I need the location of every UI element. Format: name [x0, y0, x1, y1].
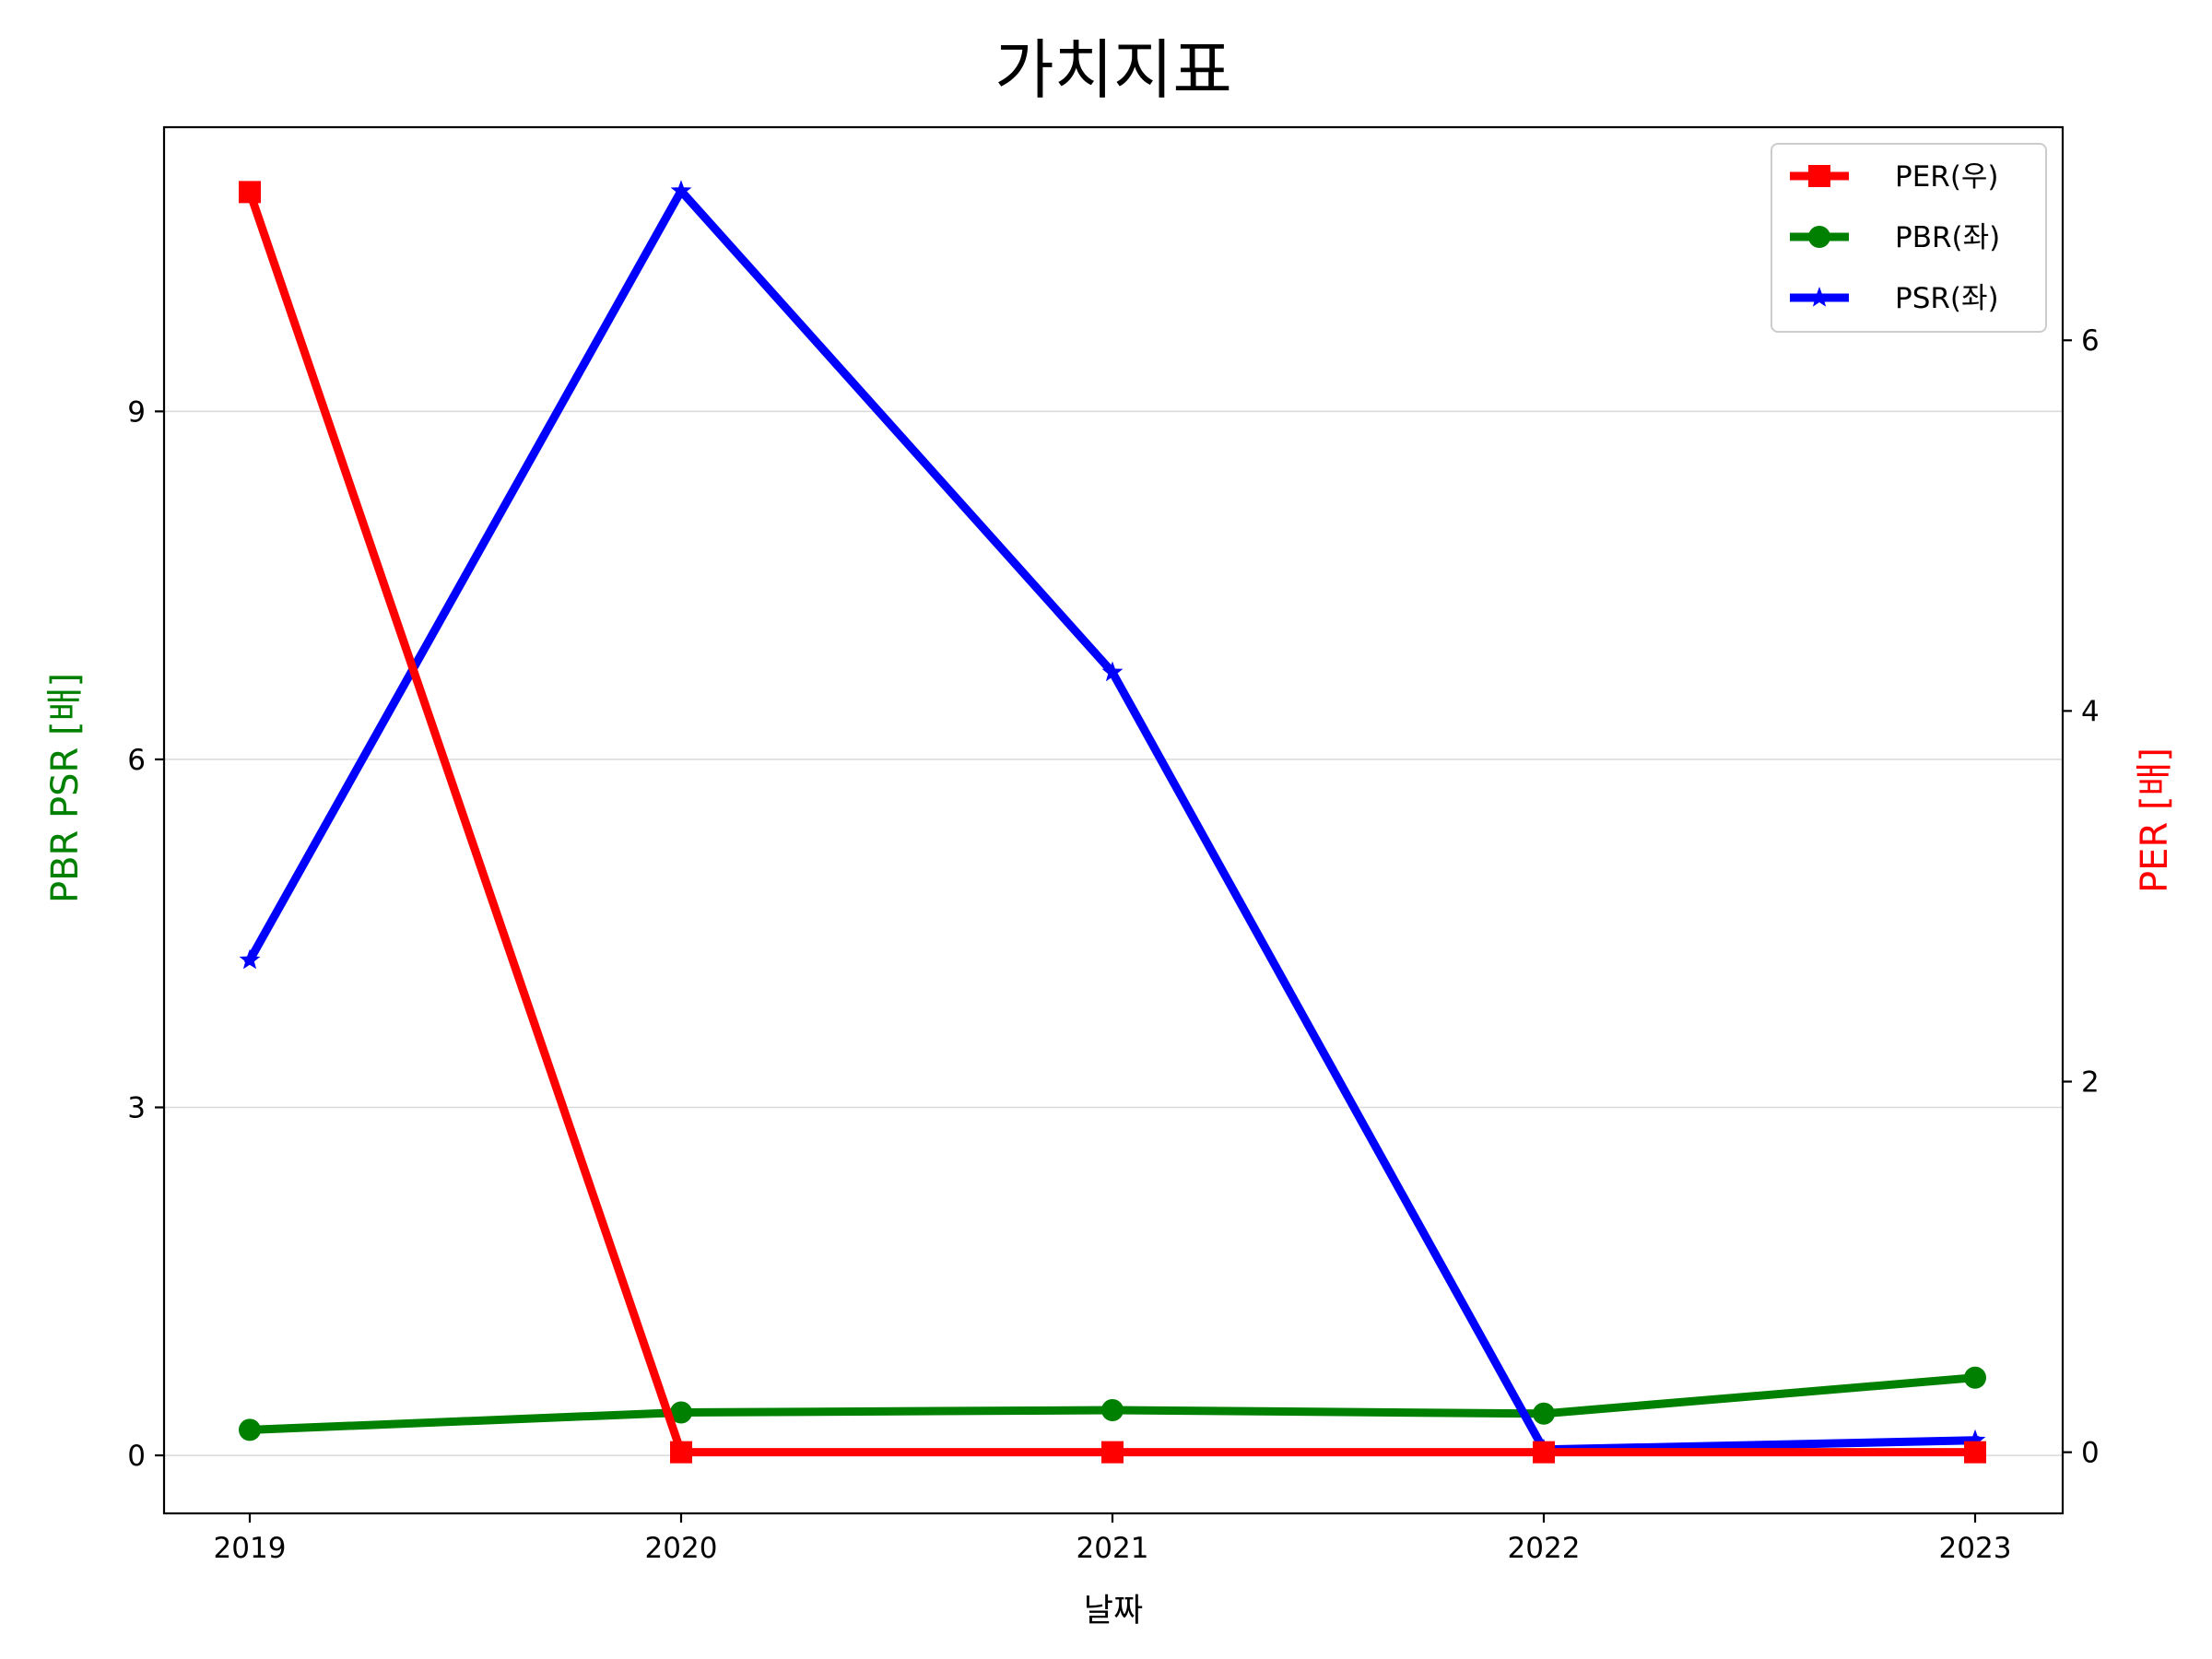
- legend: PER(우) PBR(좌) PSR(좌): [1771, 143, 2047, 333]
- series-line-psr: [243, 186, 1980, 1454]
- data-point-per: [670, 1441, 692, 1464]
- data-point-pbr: [1533, 1402, 1555, 1425]
- legend-label-psr: PSR(좌): [1895, 282, 1999, 315]
- x-tick-label: 2023: [1939, 1532, 2012, 1565]
- x-axis-label: 날짜: [1084, 1593, 1143, 1630]
- y-left-tick-label: 0: [127, 1440, 146, 1473]
- series-per: [239, 181, 1986, 1464]
- legend-marker-pbr: [1808, 226, 1830, 248]
- x-tick-label: 2022: [1508, 1532, 1581, 1565]
- legend-label-pbr: PBR(좌): [1895, 221, 2000, 254]
- data-point-psr: [670, 180, 692, 200]
- y-left-tick-label: 6: [127, 744, 146, 777]
- data-point-per: [1101, 1441, 1124, 1464]
- legend-item-per: PER(우): [1790, 160, 1999, 194]
- legend-label-per: PER(우): [1895, 160, 1999, 194]
- series-pbr: [239, 1366, 1986, 1441]
- legend-item-psr: PSR(좌): [1790, 282, 1999, 315]
- data-point-pbr: [1101, 1398, 1124, 1421]
- series-layer: [239, 180, 1986, 1464]
- y-axis-left-label: PBR PSR [배]: [44, 673, 87, 903]
- series-psr: [239, 180, 1986, 1459]
- y-right-tick-label: 6: [2081, 324, 2100, 358]
- grid-lines: [164, 410, 2063, 1456]
- y-left-tick-label: 3: [127, 1091, 146, 1124]
- data-point-per: [1533, 1441, 1555, 1464]
- data-point-psr: [1101, 661, 1124, 682]
- data-point-psr: [239, 948, 261, 970]
- data-point-pbr: [1964, 1366, 1986, 1389]
- series-line-per: [244, 186, 1980, 1457]
- y-right-tick-label: 2: [2081, 1066, 2100, 1100]
- plot-frame: [162, 125, 2065, 1515]
- chart-title: 가치지표: [994, 32, 1232, 108]
- x-tick-label: 2020: [645, 1532, 718, 1565]
- data-point-pbr: [239, 1418, 261, 1441]
- legend-box: [1771, 143, 2047, 333]
- data-point-pbr: [670, 1401, 692, 1424]
- y-right-tick-label: 0: [2081, 1437, 2100, 1470]
- x-tick-label: 2021: [1077, 1532, 1149, 1565]
- data-point-per: [239, 181, 261, 204]
- legend-item-pbr: PBR(좌): [1790, 221, 2000, 254]
- tick-layer: 0 3 6 9 0 2 4 6 2019 2020 2021 2022 2023: [127, 324, 2099, 1565]
- data-point-psr: [1964, 1429, 1986, 1450]
- data-point-per: [1964, 1441, 1986, 1464]
- y-axis-right-label: PER [배]: [2134, 747, 2176, 893]
- legend-marker-psr: [1808, 287, 1830, 307]
- y-right-tick-label: 4: [2081, 695, 2100, 728]
- legend-marker-per: [1808, 165, 1830, 187]
- x-tick-label: 2019: [214, 1532, 287, 1565]
- y-left-tick-label: 9: [127, 395, 146, 429]
